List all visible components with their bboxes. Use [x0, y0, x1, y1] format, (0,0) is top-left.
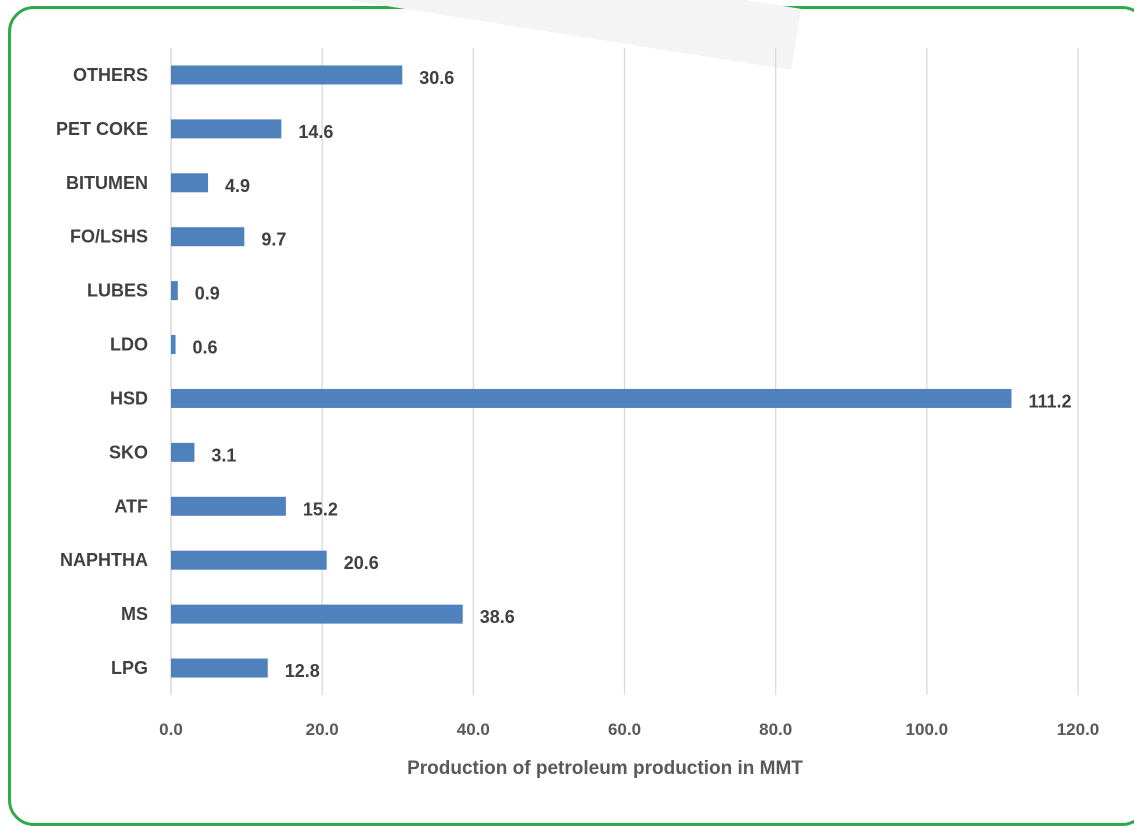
data-label: 0.6 — [193, 338, 218, 358]
x-tick-label: 100.0 — [906, 720, 949, 739]
data-label: 38.6 — [480, 607, 515, 627]
x-tick-label: 20.0 — [306, 720, 339, 739]
x-tick-labels: 0.0 20.0 40.0 60.0 80.0 100.0 120.0 — [159, 720, 1099, 739]
data-label: 3.1 — [211, 445, 236, 465]
x-tick-label: 0.0 — [159, 720, 183, 739]
category-label: SKO — [109, 442, 148, 462]
category-label: LPG — [111, 658, 148, 678]
category-label: PET COKE — [56, 119, 148, 139]
bar — [171, 442, 195, 462]
category-label: LUBES — [87, 281, 148, 301]
category-labels: OTHERS PET COKE BITUMEN FO/LSHS LUBES LDO HSD S… — [56, 65, 148, 678]
x-tick-label: 60.0 — [608, 720, 641, 739]
data-label: 30.6 — [419, 68, 454, 88]
bar — [171, 173, 209, 193]
bar — [171, 388, 1012, 408]
category-label: FO/LSHS — [70, 227, 148, 247]
gridlines — [170, 48, 1079, 695]
category-label: HSD — [110, 388, 148, 408]
bar — [171, 496, 286, 516]
data-label: 20.6 — [344, 553, 379, 573]
bar — [171, 335, 176, 355]
data-label: 4.9 — [225, 176, 250, 196]
x-tick-label: 120.0 — [1057, 720, 1100, 739]
data-label: 111.2 — [1028, 391, 1071, 411]
bar — [171, 658, 268, 678]
category-label: BITUMEN — [66, 173, 148, 193]
data-label: 0.9 — [195, 284, 220, 304]
x-axis-title: Production of petroleum production in MM… — [407, 758, 803, 779]
bar — [171, 65, 403, 85]
data-label: 9.7 — [261, 230, 286, 250]
x-tick-label: 40.0 — [457, 720, 490, 739]
category-label: MS — [121, 604, 148, 624]
bar — [171, 227, 245, 247]
bar-chart: OTHERS PET COKE BITUMEN FO/LSHS LUBES LDO HSD S… — [56, 48, 1099, 779]
data-label: 15.2 — [303, 499, 338, 519]
bar — [171, 119, 282, 139]
data-label: 14.6 — [298, 122, 333, 142]
category-label: OTHERS — [73, 65, 148, 85]
bar — [171, 604, 463, 624]
data-labels: 30.6 14.6 4.9 9.7 0.9 0.6 111.2 3.1 15.2 20.6 38.6… — [193, 68, 1072, 681]
x-tick-label: 80.0 — [759, 720, 792, 739]
data-label: 12.8 — [285, 661, 320, 681]
category-label: NAPHTHA — [60, 550, 148, 570]
bar — [171, 550, 327, 570]
category-label: ATF — [114, 496, 148, 516]
bar — [171, 281, 178, 301]
category-label: LDO — [110, 335, 148, 355]
bars — [171, 65, 1012, 678]
